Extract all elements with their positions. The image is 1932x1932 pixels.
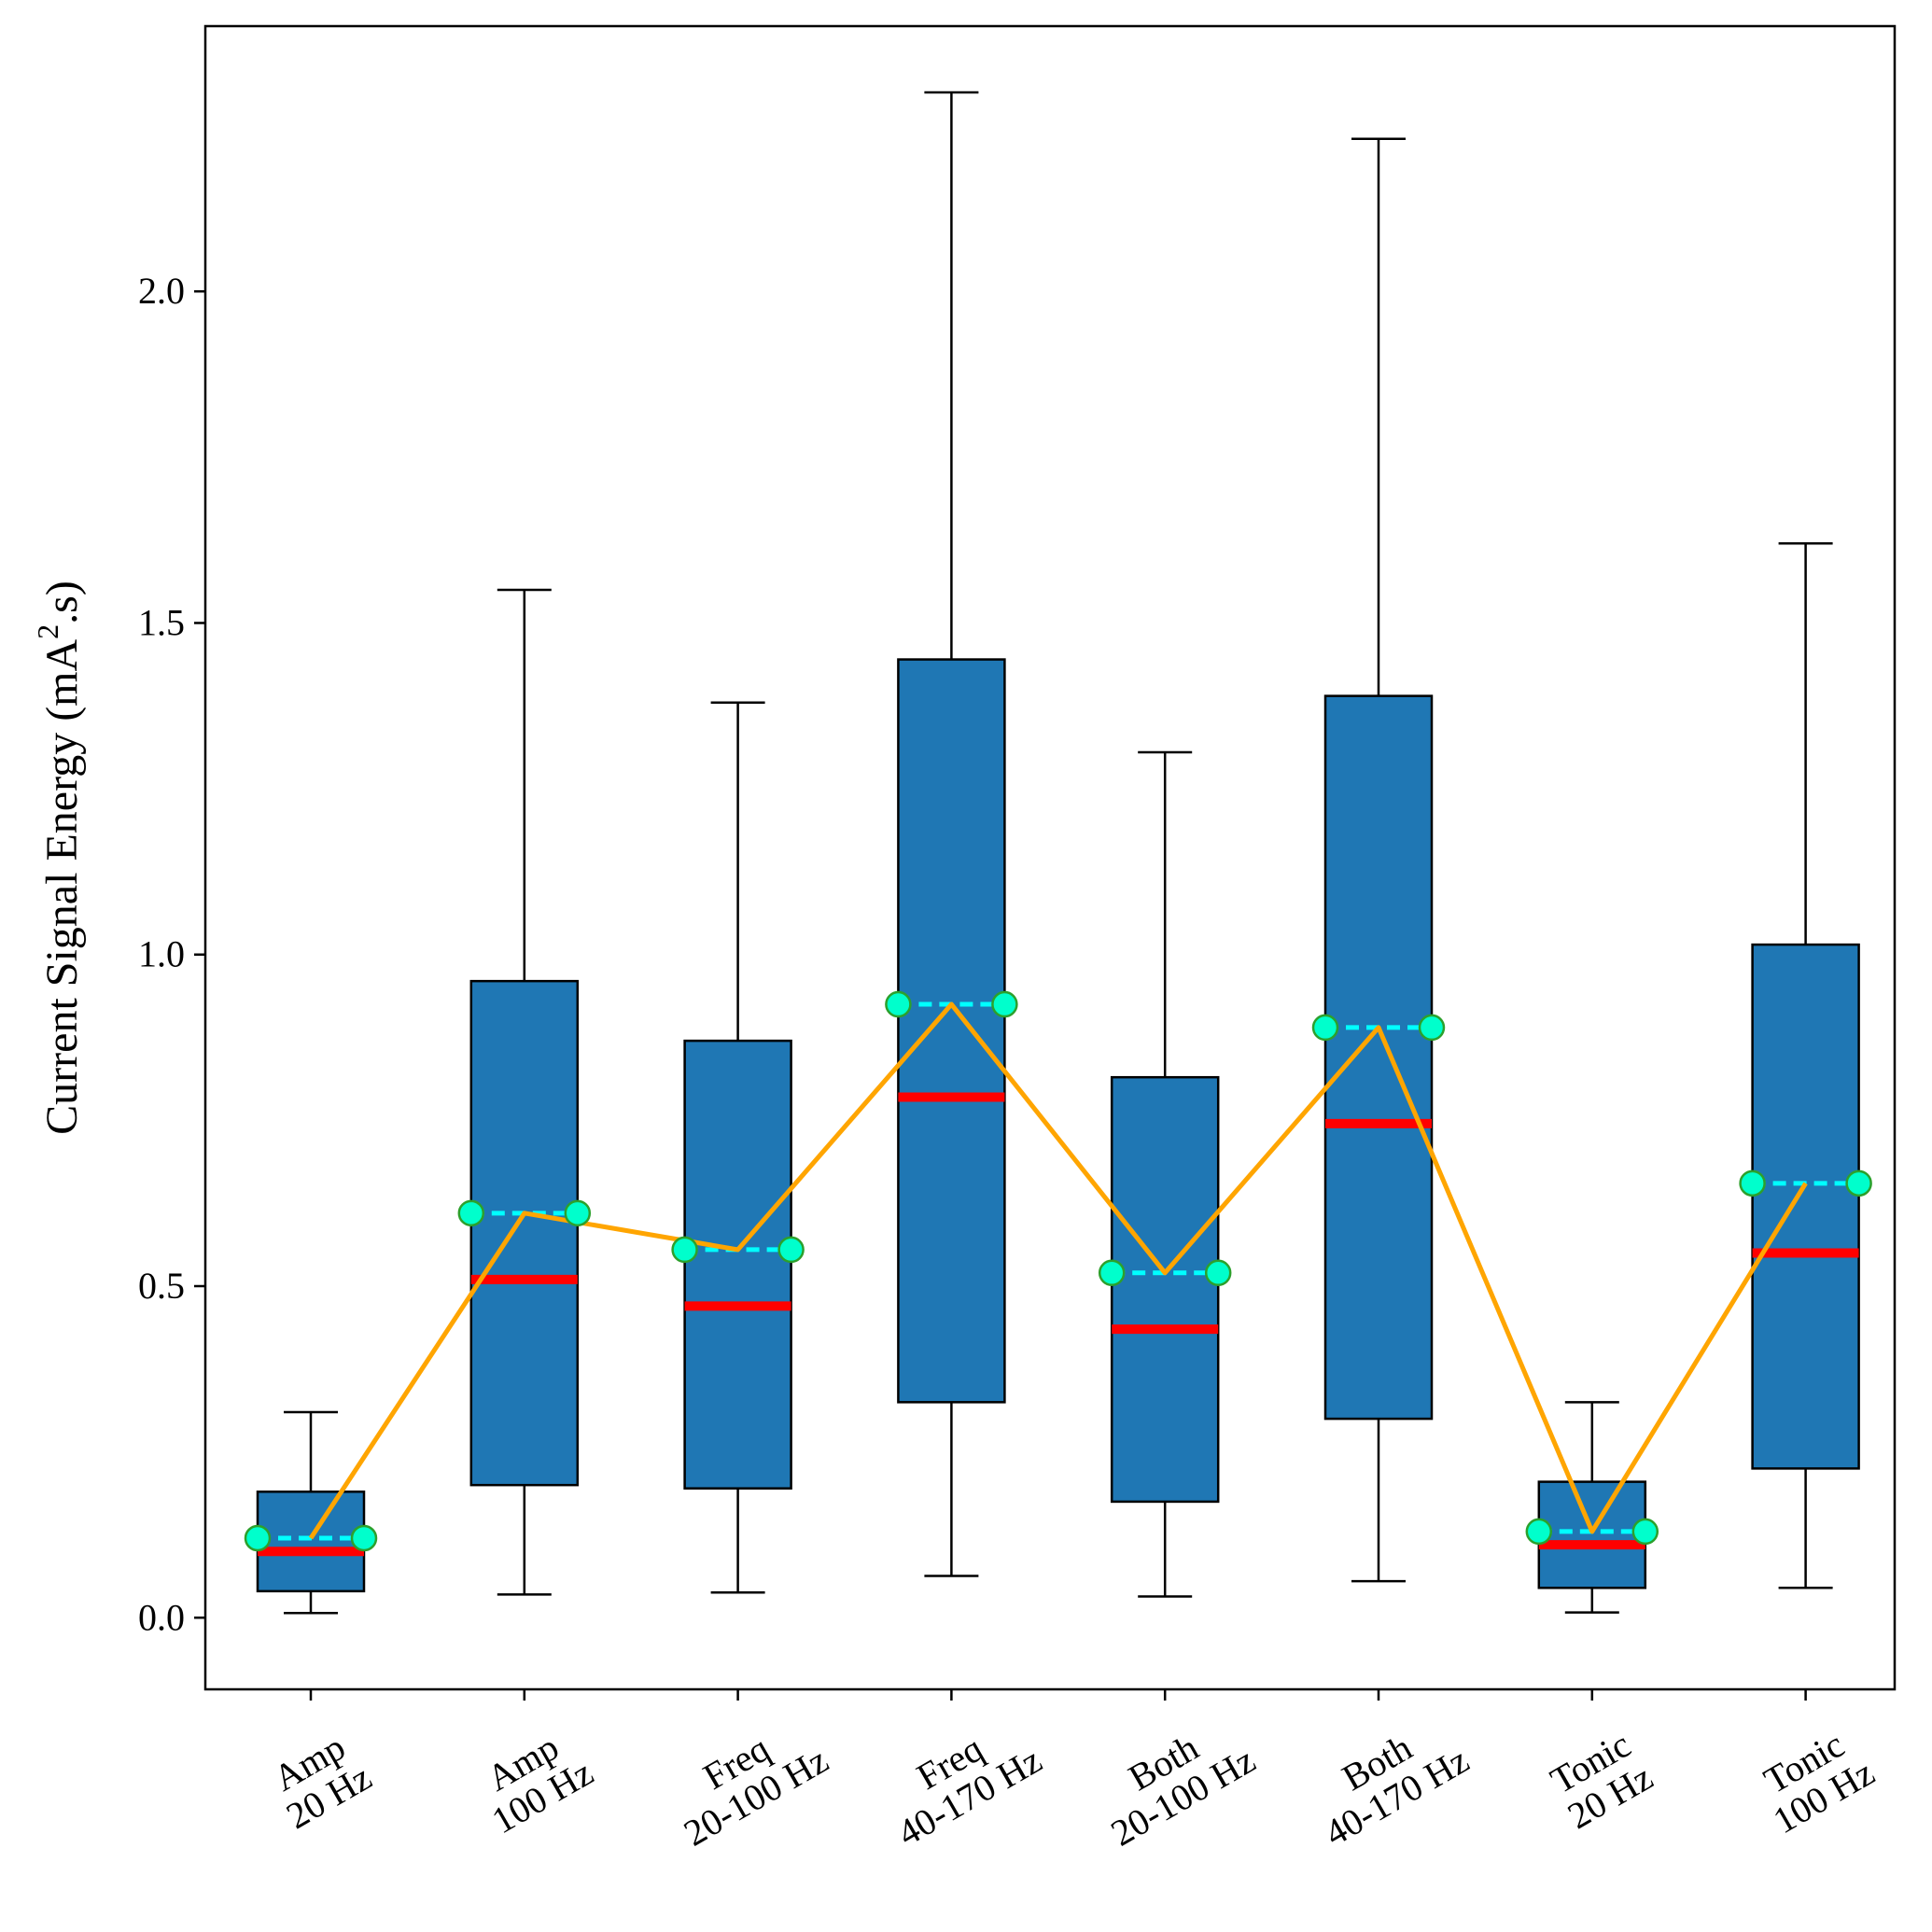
y-tick-label: 0.5 (138, 1265, 185, 1307)
mean-marker (1739, 1169, 1766, 1197)
box-group (1323, 137, 1434, 1583)
box-group (897, 91, 1006, 1577)
box-group (683, 701, 792, 1594)
boxes-layer (256, 91, 1860, 1615)
y-axis-title: Current Signal Energy (mA2.s) (31, 581, 87, 1135)
y-tick-label: 2.0 (138, 270, 185, 312)
y-axis-title-tail: .s) (37, 581, 87, 624)
mean-marker (671, 1236, 698, 1264)
y-axis-title-superscript: 2 (31, 624, 64, 639)
plot-frame (203, 24, 1897, 1691)
y-tick-label: 1.0 (138, 933, 185, 975)
box-iqr (897, 658, 1006, 1404)
box-group (1751, 541, 1860, 1589)
mean-layer (244, 990, 1872, 1552)
mean-marker (564, 1199, 592, 1227)
mean-marker (1098, 1259, 1126, 1287)
mean-marker (1525, 1518, 1553, 1546)
mean-marker (1418, 1014, 1446, 1042)
box-iqr (1537, 1480, 1647, 1589)
mean-marker (1204, 1259, 1232, 1287)
mean-marker (350, 1524, 378, 1552)
box-iqr (469, 979, 580, 1487)
mean-marker (244, 1524, 272, 1552)
box-iqr (1323, 694, 1434, 1421)
y-axis: 0.0 0.5 1.0 1.5 2.0 (138, 270, 205, 1638)
mean-marker (777, 1236, 805, 1264)
mean-marker (991, 990, 1018, 1018)
mean-marker (1631, 1518, 1659, 1546)
mean-marker (1311, 1014, 1339, 1042)
y-axis-title-main: Current Signal Energy (mA (37, 638, 87, 1134)
mean-marker (885, 990, 912, 1018)
box-iqr (256, 1491, 366, 1593)
box-iqr (1751, 943, 1860, 1470)
mean-marker (457, 1199, 485, 1227)
box-iqr (1110, 1075, 1220, 1504)
box-group (469, 588, 580, 1596)
y-tick-label: 1.5 (138, 601, 185, 643)
mean-connecting-line (308, 1001, 1808, 1540)
box-group (1110, 750, 1220, 1598)
box-group (1537, 1401, 1647, 1614)
y-tick-label: 0.0 (138, 1596, 185, 1638)
mean-marker (1845, 1169, 1872, 1197)
box-iqr (683, 1039, 792, 1490)
